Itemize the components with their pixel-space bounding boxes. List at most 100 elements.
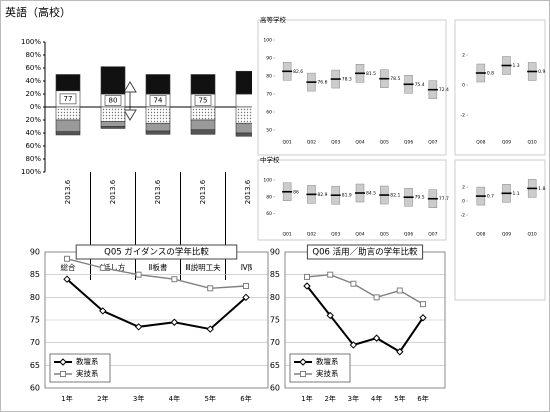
point [242, 293, 250, 302]
series-line [306, 273, 424, 305]
x-tick-label: Ⅳ関 [241, 263, 255, 272]
period-label: 2013.6 [199, 179, 207, 204]
y-tick-label: 90 [30, 248, 40, 257]
panel [257, 19, 447, 156]
x-tick-label: 3年 [133, 394, 144, 403]
panel [454, 159, 546, 301]
bar-segment [145, 106, 171, 124]
y-tick-label: 80 [266, 194, 272, 200]
bar-segment [190, 129, 216, 135]
y-tick-label: 60 [30, 384, 40, 393]
y-tick-label: 70 [30, 338, 40, 347]
bar-segment [55, 106, 81, 121]
x-tick-label: 5年 [394, 394, 405, 403]
x-tick-label: 6年 [240, 394, 251, 403]
x-tick-label: 5年 [204, 394, 215, 403]
x-tick-label: Q05 [380, 232, 389, 238]
x-tick-label: 1年 [301, 394, 312, 403]
y-tick-label: 100% [21, 38, 41, 46]
panel [454, 19, 546, 156]
point [170, 318, 179, 326]
value-label: 0.7 [487, 194, 494, 200]
point [420, 301, 426, 308]
point [373, 294, 380, 301]
point [396, 287, 403, 294]
double-arrow [123, 81, 137, 121]
legend-marker [299, 358, 307, 366]
y-tick-label: 65 [270, 361, 280, 370]
y-tick-label: 100 [263, 178, 272, 184]
series-line [306, 285, 424, 354]
panel-title: 高等学校 [260, 15, 287, 24]
y-tick-label: -2 [461, 113, 466, 119]
x-tick-label: Q09 [502, 140, 511, 146]
point [64, 255, 70, 262]
point [419, 314, 427, 322]
point [396, 348, 404, 356]
value-label: 0.9 [538, 69, 545, 75]
bar-segment [235, 132, 252, 137]
value-label: 78.3 [342, 77, 352, 83]
point [326, 311, 334, 320]
value-label: 82.6 [293, 69, 303, 75]
x-tick-label: Q08 [476, 140, 485, 146]
value-label: 81.5 [366, 71, 376, 77]
value-label: 1.3 [513, 63, 520, 69]
period-label: 2013.6 [244, 179, 252, 204]
x-tick-label: Q06 [404, 140, 413, 146]
x-tick-label: 2年 [324, 394, 335, 403]
value-label: 75.4 [415, 82, 425, 88]
total-label: 74 [154, 97, 163, 105]
y-tick-label: 50 [266, 128, 272, 134]
y-tick-label: 60% [25, 142, 41, 150]
x-tick-label: 6年 [417, 394, 428, 403]
value-label: 76.6 [317, 80, 327, 86]
legend-label: 教壇系 [76, 356, 99, 366]
chart-title: Q05 ガイダンスの学年比較 [104, 247, 209, 258]
bar-segment [190, 74, 216, 95]
y-tick-label: 80 [30, 293, 40, 302]
point [350, 280, 357, 287]
total-label: 75 [199, 97, 208, 105]
period-label: 2013.6 [109, 179, 117, 204]
bar-segment [235, 106, 252, 124]
point [99, 264, 106, 271]
y-tick-label: 20% [25, 90, 41, 98]
x-tick-label: Q01 [283, 140, 292, 146]
x-tick-label: Q04 [355, 140, 364, 146]
x-tick-label: Q09 [502, 232, 511, 238]
x-tick-label: Q03 [331, 140, 340, 146]
y-tick-label: 90 [270, 248, 280, 257]
point [134, 323, 143, 331]
bar-segment [190, 119, 216, 131]
value-label: 1.1 [513, 191, 520, 197]
y-tick-label: 75 [30, 316, 40, 325]
title-box [306, 244, 424, 260]
point [171, 276, 178, 283]
y-tick-label: 60% [25, 64, 41, 72]
y-tick-label: 40% [25, 129, 41, 137]
bar-segment [145, 130, 171, 135]
bar-segment [235, 122, 252, 134]
value-label: 79.5 [415, 195, 425, 201]
x-tick-label: Q10 [528, 232, 537, 238]
value-label: 72.4 [439, 87, 449, 93]
x-tick-label: Q05 [380, 140, 389, 146]
chart-title: Q06 活用／助言の学年比較 [312, 247, 418, 258]
x-tick-label: Ⅲ説明工夫 [185, 262, 221, 272]
value-label: 81.9 [342, 193, 352, 199]
legend [49, 353, 111, 383]
x-tick-label: 総合 [61, 262, 76, 272]
period-label: 2013.6 [64, 179, 72, 204]
point [372, 334, 381, 342]
x-tick-label: 2年 [97, 394, 108, 403]
point [135, 271, 142, 278]
point [303, 282, 311, 290]
y-tick-label: 65 [30, 361, 40, 370]
x-tick-label: Q04 [355, 232, 364, 238]
y-tick-label: 2 [462, 53, 465, 59]
point [207, 285, 214, 292]
y-tick-label: 0% [30, 103, 41, 111]
x-tick-label: Q02 [307, 232, 316, 238]
